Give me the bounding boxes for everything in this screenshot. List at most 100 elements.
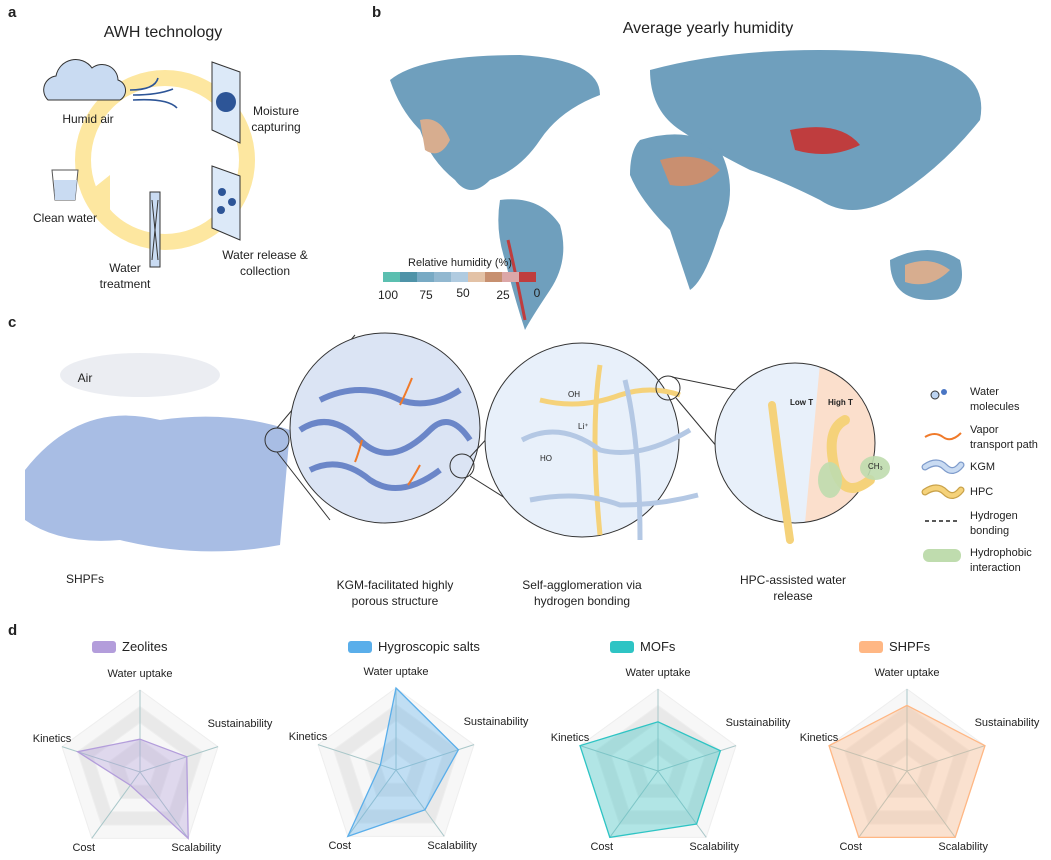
label-li: Li⁺ [578,422,589,431]
label-moisture-1: Moisture [252,104,300,118]
world-humidity-map [390,50,982,330]
label-treatment-1: Water [109,261,141,275]
radar-axis [139,746,219,773]
radar-axis [828,745,908,772]
label-oh: OH [568,390,580,399]
radar-axis-label: Scalability [938,841,988,854]
label-treatment-2: treatment [99,277,151,291]
radar-chart-hygroscopic-salts [317,686,475,838]
radar-axis-label: Kinetics [32,732,72,745]
legend-label: molecules [970,401,1020,413]
colorbar-swatch [383,272,400,282]
wind-icon [129,77,178,109]
legend-swatch [859,641,883,653]
legend-label: HPC [970,486,994,498]
label-low-t: Low T [790,398,814,407]
label-release-1: Water release & [222,248,308,262]
legend-label: SHPFs [889,639,931,654]
legend-label: interaction [970,562,1021,574]
panel-a-title: AWH technology [103,24,223,41]
water-drop-icon [217,206,225,214]
radar-axis [906,770,956,838]
colorbar-swatch [485,272,502,282]
radar-axis-label: Kinetics [799,731,839,744]
radar-axis [657,770,707,838]
shpf-film [25,415,290,552]
colorbar-swatch [400,272,417,282]
colorbar-tick: 100 [377,288,399,302]
radar-chart-mofs [579,688,737,839]
label-moisture-2: capturing [251,120,301,134]
radar-axis-label: Cost [72,842,96,855]
hydrophobic-icon [923,549,961,562]
colorbar-title: Relative humidity (%) [408,257,512,269]
panel-c-legend-icons [921,389,965,562]
legend-label: Water [970,386,999,398]
radar-chart-zeolites [61,689,219,840]
radar-series-area [579,721,722,839]
cloud-icon [43,59,126,101]
radar-axis-label: Water uptake [874,667,940,679]
radar-axis [61,746,141,773]
colorbar-swatch [417,272,434,282]
panel-b-title: Average yearly humidity [622,20,794,37]
radar-axis [347,769,397,837]
radar-axis-label: Cost [590,841,614,854]
radar-axis-label: Cost [328,840,352,853]
radar-axis-label: Sustainability [207,717,273,730]
radar-charts [61,641,986,840]
panel-label-c: c [8,314,17,331]
radar-axis-label: Kinetics [288,730,328,743]
legend-swatch [610,641,634,653]
legend-label: MOFs [640,639,676,654]
label-humid-air: Humid air [62,112,114,126]
legend-label: Hydrophobic [970,547,1032,559]
colorbar-swatch [519,272,536,282]
radar-axis [395,744,475,771]
radar-axis-label: Scalability [171,842,221,855]
caption-agglom-2: hydrogen bonding [533,594,631,608]
radar-series-area [828,704,986,838]
radar-axis [579,745,659,772]
moisture-blob-icon [216,92,236,112]
radar-axis [657,745,737,772]
label-clean-water: Clean water [32,211,98,225]
air-cloud [60,353,220,397]
shpf-structure-diagram [25,332,890,552]
label-release-2: collection [239,264,291,278]
colorbar-tick: 0 [533,286,541,300]
colorbar-swatch [434,272,451,282]
radar-axis-label: Water uptake [363,666,429,678]
vapor-path-icon [924,432,962,441]
radar-axis-label: Scalability [689,841,739,854]
radar-axis [858,770,908,838]
panel-label-d: d [8,622,18,639]
radar-axis [317,744,397,771]
radar-chart-shpfs [828,688,986,838]
caption-release-1: HPC-assisted water [739,573,847,587]
radar-axis-label: Cost [839,841,863,854]
panel-label-a: a [8,4,17,21]
legend-label: Hygroscopic salts [378,639,480,654]
vapor-path-icon [354,377,421,486]
radar-axis-label: Water uptake [107,668,173,680]
release-panel-icon [211,165,241,241]
radar-axis-label: Water uptake [625,667,691,679]
radar-axis-label: Sustainability [974,716,1040,729]
caption-agglom-1: Self-agglomeration via [522,578,642,592]
legend-label: transport path [970,439,1038,451]
colorbar-swatch [468,272,485,282]
caption-porous-1: KGM-facilitated highly [336,578,454,592]
porous-structure-circle [289,332,481,524]
label-ho: HO [540,454,552,463]
legend-label: Vapor [970,424,999,436]
awh-cycle-diagram [43,59,255,268]
radar-axis [906,745,986,772]
water-molecule-icon [930,390,940,400]
caption-porous-2: porous structure [351,594,439,608]
legend-swatch [92,641,116,653]
label-ch3: CH₃ [868,462,883,471]
radar-axis-label: Sustainability [463,715,529,728]
